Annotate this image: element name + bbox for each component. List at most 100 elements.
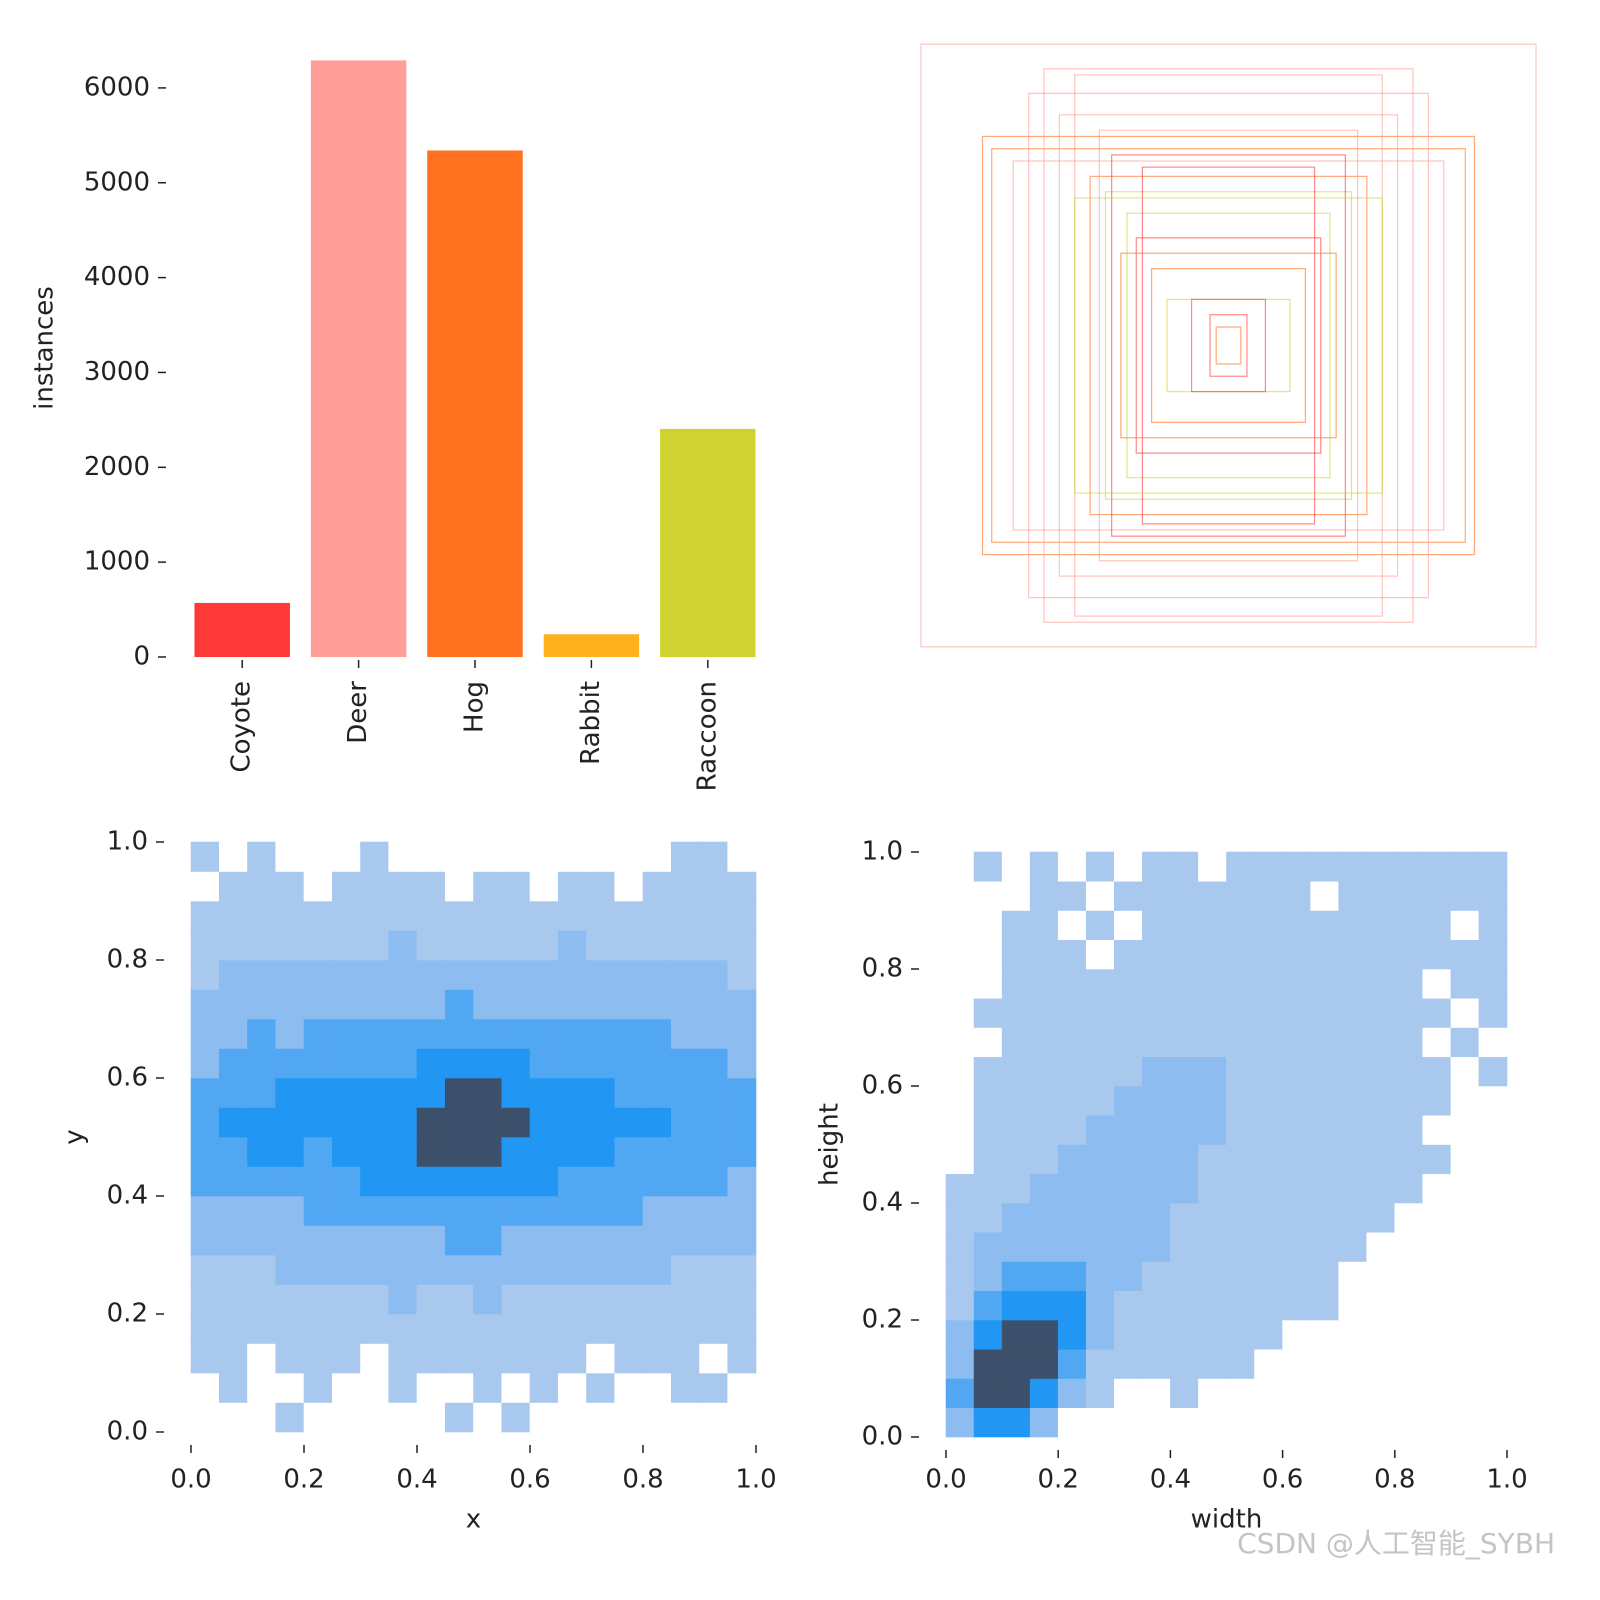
hist-cell — [1001, 1114, 1031, 1145]
hist-cell — [945, 1378, 975, 1409]
hist-cell — [444, 1343, 474, 1374]
hist-cell — [1282, 1085, 1311, 1116]
hist-cell — [1114, 1202, 1143, 1233]
hist-cell — [473, 1048, 503, 1079]
x-tick-label: Rabbit — [576, 681, 606, 765]
hist-cell — [973, 910, 1003, 941]
hist-cell — [945, 1114, 975, 1145]
hist-cell — [1085, 939, 1115, 970]
box — [1089, 175, 1368, 516]
hist-cell — [642, 1313, 672, 1344]
x-tick-label: 0.2 — [1038, 1465, 1079, 1495]
hist-cell — [1226, 910, 1255, 941]
hist-cell — [1170, 968, 1199, 999]
hist-cell — [1226, 1173, 1255, 1204]
hist-cell — [586, 1284, 616, 1315]
hist-cell — [1001, 1173, 1031, 1204]
hist-cell — [1057, 1056, 1087, 1087]
hist-cell — [1478, 1378, 1508, 1409]
hist-cell — [529, 1195, 559, 1226]
hist-cell — [614, 1107, 644, 1138]
hist-cell — [501, 900, 531, 931]
hist-cell — [444, 1284, 474, 1315]
hist-cell — [190, 1284, 220, 1315]
box — [1151, 268, 1306, 423]
hist-cell — [670, 1048, 700, 1079]
hist-cell — [1057, 880, 1087, 911]
hist-cell — [699, 1402, 729, 1433]
x-tick-label: 0.6 — [1262, 1465, 1303, 1495]
hist-cell — [1338, 1290, 1368, 1321]
hist-cell — [247, 1372, 277, 1403]
hist-cell — [1142, 1173, 1171, 1204]
hist-cell — [614, 1313, 644, 1344]
hist-cell — [1001, 1261, 1031, 1292]
bar — [543, 634, 640, 657]
hist-cell — [1029, 1144, 1059, 1175]
hist-cell — [1254, 880, 1283, 911]
hist-cell — [614, 1225, 644, 1256]
hist-cell — [416, 1254, 446, 1285]
hist-cell — [557, 1372, 587, 1403]
hist-cell — [1198, 851, 1227, 882]
hist-cell — [557, 1195, 587, 1226]
hist-cell — [190, 1077, 220, 1108]
hist-cell — [218, 1225, 248, 1256]
hist-cell — [360, 1343, 390, 1374]
hist-cell — [1029, 1319, 1059, 1350]
hist-cell — [1422, 1085, 1452, 1116]
hist-cell — [473, 871, 503, 902]
hist-cell — [1198, 1348, 1227, 1379]
hist-cell — [614, 841, 644, 872]
hist-cell — [1170, 851, 1199, 882]
hist-cell — [473, 1077, 503, 1108]
hist-cell — [303, 1048, 333, 1079]
hist-cell — [1254, 1231, 1283, 1262]
hist-cell — [557, 1225, 587, 1256]
hist-cell — [614, 1166, 644, 1197]
hist-cell — [1310, 1085, 1340, 1116]
hist-cell — [218, 1313, 248, 1344]
hist-cell — [1366, 910, 1396, 941]
hist-cell — [331, 959, 361, 990]
hist-cell — [1085, 1319, 1115, 1350]
x-tick-label: Deer — [343, 681, 373, 744]
hist-cell — [1198, 1027, 1227, 1058]
hist-cell — [557, 871, 587, 902]
hist-cell — [360, 1136, 390, 1167]
hist-cell — [614, 1343, 644, 1374]
hist-cell — [1114, 851, 1143, 882]
hist-cell — [1310, 939, 1340, 970]
hist-cell — [1254, 1319, 1283, 1350]
hist-cell — [1029, 1348, 1059, 1379]
hist-cell — [1394, 1261, 1424, 1292]
hist-cell — [1394, 851, 1424, 882]
hist-cell — [529, 959, 559, 990]
hist-cell — [1254, 997, 1283, 1028]
hist-cell — [1366, 880, 1396, 911]
hist-cell — [444, 1107, 474, 1138]
hist-cell — [642, 930, 672, 961]
hist-cell — [275, 1018, 305, 1049]
hist-cell — [1114, 1173, 1143, 1204]
hist-cell — [275, 1225, 305, 1256]
bar — [427, 150, 523, 657]
hist-cell — [247, 930, 277, 961]
hist-cell — [247, 841, 277, 872]
x-tick-label: 0.8 — [1374, 1465, 1415, 1495]
hist-cell — [1478, 910, 1508, 941]
hist-cell — [1114, 1290, 1143, 1321]
x-tick-label: 0.4 — [396, 1465, 437, 1495]
hist-cell — [973, 851, 1003, 882]
hist-cell — [1057, 939, 1087, 970]
hist-cell — [1394, 1407, 1424, 1438]
hist-cell — [360, 930, 390, 961]
hist-cell — [247, 1107, 277, 1138]
hist-cell — [444, 1166, 474, 1197]
hist-cell — [945, 1056, 975, 1087]
hist-cell — [1422, 1348, 1452, 1379]
hist-cell — [360, 1107, 390, 1138]
hist-cell — [303, 1284, 333, 1315]
hist-cell — [247, 1402, 277, 1433]
hist-cell — [727, 1018, 757, 1049]
